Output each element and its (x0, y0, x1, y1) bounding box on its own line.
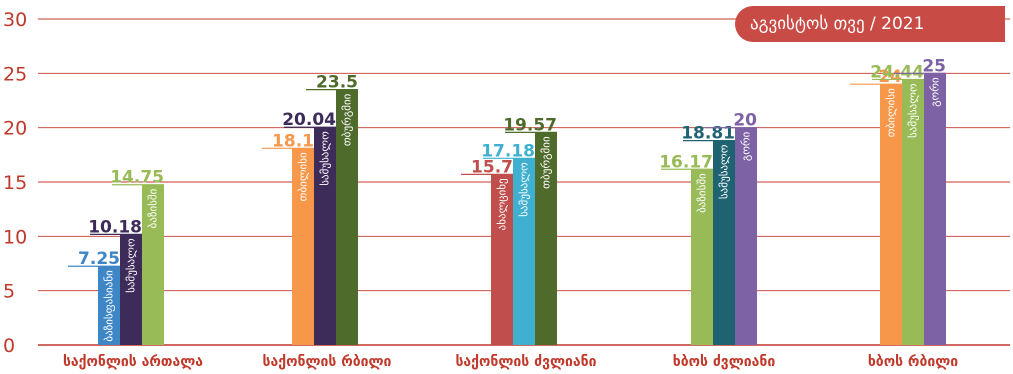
bar-series-name: თბილისი (885, 88, 898, 137)
y-tick-label: 10 (3, 226, 27, 248)
bar (880, 84, 902, 345)
category-label: ხბოს ძვლიანი (673, 354, 776, 370)
category-label: ხბოს რბილი (868, 354, 958, 370)
bar (535, 132, 557, 345)
bar-value-label: 7.25 (78, 249, 120, 269)
bar-series-name: სამუსალო (718, 144, 731, 199)
bar-series-name: თბილისი (297, 152, 310, 201)
bar-series-name: გორი (740, 131, 753, 161)
bar (314, 127, 336, 346)
y-tick-label: 15 (3, 172, 27, 194)
bar (336, 89, 358, 345)
bar (902, 79, 924, 345)
y-tick-label: 20 (3, 118, 27, 140)
bar (491, 174, 513, 345)
category-label: საქონლის ძვლიანი (455, 354, 596, 370)
bar-series-name: სამუსალო (518, 162, 531, 217)
bar-series-name: სამუსალო (125, 238, 138, 293)
bar (292, 148, 314, 345)
bar-value-label: 20.04 (282, 110, 336, 130)
bar-value-label: 17.18 (481, 141, 535, 161)
y-tick-label: 25 (3, 63, 27, 85)
category-label: საქონლის რბილი (263, 354, 392, 370)
bar-series-name: ბაზისში (147, 188, 160, 228)
bar-series-name: სამუსალო (319, 131, 332, 186)
bar-value-label: 14.75 (110, 168, 164, 188)
bar (142, 184, 164, 345)
bar-value-label: 15.7 (471, 157, 513, 177)
bar-series-name: ახალციხე (496, 178, 509, 230)
bar-value-label: 24.44 (870, 62, 924, 82)
bar-value-label: 18.1 (272, 131, 314, 151)
bar-value-label: 18.81 (681, 124, 735, 144)
category-label: საქონლის ართალა (63, 354, 203, 370)
y-tick-label: 0 (3, 335, 15, 357)
bar-series-name: სამუსალო (907, 83, 920, 138)
bar (735, 127, 757, 346)
bar-value-label: 20 (733, 111, 757, 131)
chart-title: აგვისტოს თვე / 2021 (750, 14, 925, 34)
bar-value-label: 16.17 (659, 152, 713, 172)
bar-series-name: თბურგმიი (540, 136, 553, 189)
bar-value-label: 25 (922, 56, 946, 76)
bar (98, 266, 120, 345)
bar-series-name: გორი (929, 77, 942, 107)
y-tick-label: 5 (3, 281, 15, 303)
y-tick-label: 30 (3, 9, 27, 31)
bar-series-name: თბურგმიი (341, 93, 354, 146)
bar (513, 158, 535, 345)
bar-value-label: 10.18 (88, 217, 142, 237)
bar (713, 140, 735, 345)
bar (924, 73, 946, 345)
bar-series-name: ბაზისში (696, 173, 709, 213)
chart-title-badge (735, 6, 1005, 42)
bar-value-label: 24 (878, 67, 902, 87)
bar-value-label: 23.5 (316, 73, 358, 93)
bar (120, 234, 142, 345)
bar-series-name: ბაზისფასიანი (103, 270, 116, 342)
bar (691, 169, 713, 345)
bar-value-label: 19.57 (503, 115, 557, 135)
